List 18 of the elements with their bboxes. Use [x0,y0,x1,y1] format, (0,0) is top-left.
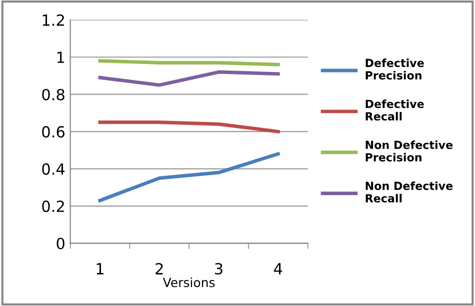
y-tick-label: 1.2 [42,14,64,26]
legend-label: Defective Recall [366,99,424,121]
line-series [98,70,280,87]
x-tick-label: 4 [274,263,282,274]
y-tick-label: 0 [56,238,64,250]
x-tick-label: 1 [96,263,104,274]
y-tick-label: 1 [57,52,64,63]
legend-label: Non Defective Precision [366,140,453,162]
y-tick-label: 0.6 [42,126,64,138]
x-tick-label: 2 [156,262,163,274]
y-tick-label: 0.4 [42,163,65,175]
x-tick-label: 3 [215,262,222,275]
line-series [98,152,280,202]
y-tick-label: 0.2 [42,200,64,212]
legend-label: Defective Precision [366,58,424,80]
legend-label: Non Defective Recall [366,181,453,202]
y-tick-label: 0.8 [42,88,64,100]
x-axis-title: Versions [162,278,215,288]
